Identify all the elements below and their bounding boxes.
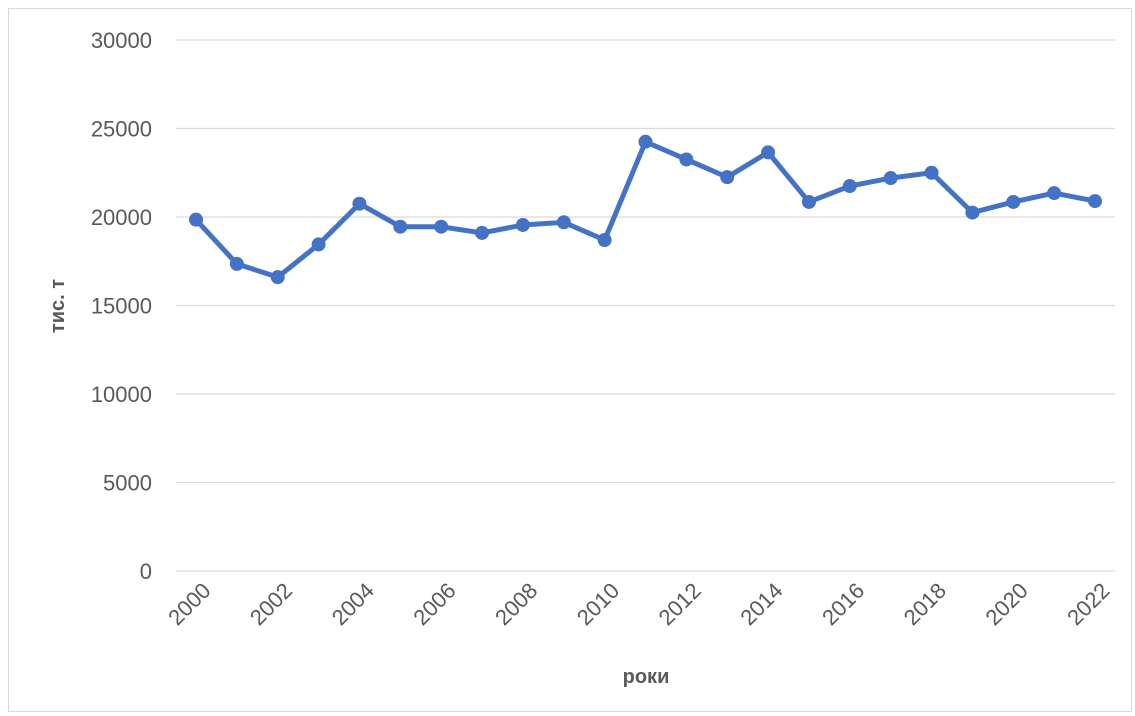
x-tick-label: 2000: [163, 578, 215, 630]
x-axis-tick-labels: 2000 2002 2004 2006 2008 2010 2012 2014 2016 2018…: [163, 578, 1114, 630]
y-tick-label: 25000: [91, 117, 152, 142]
data-point: [924, 165, 939, 180]
gridlines: [176, 39, 1115, 572]
y-tick-label: 20000: [91, 205, 152, 230]
data-point: [761, 145, 776, 160]
x-tick-label: 2020: [981, 578, 1033, 630]
x-tick-label: 2022: [1062, 578, 1114, 630]
y-tick-label: 15000: [91, 294, 152, 319]
y-tick-label: 0: [140, 559, 152, 584]
y-tick-label: 10000: [91, 382, 152, 407]
x-tick-label: 2016: [817, 578, 869, 630]
data-point: [393, 219, 408, 234]
data-point: [638, 134, 653, 149]
x-tick-label: 2010: [572, 578, 624, 630]
x-tick-label: 2014: [735, 578, 787, 630]
data-point: [720, 170, 735, 185]
data-point: [270, 270, 285, 285]
y-tick-label: 30000: [91, 28, 152, 53]
data-point: [801, 194, 816, 209]
data-point: [1047, 186, 1062, 201]
data-point: [679, 152, 694, 167]
data-point: [515, 217, 530, 232]
data-point: [556, 215, 571, 230]
y-axis-tick-labels: 0 5000 10000 15000 20000 25000 30000: [91, 28, 152, 584]
data-point: [311, 237, 326, 252]
data-point: [434, 219, 449, 234]
data-point: [842, 179, 857, 194]
x-tick-label: 2018: [899, 578, 951, 630]
data-point: [1006, 194, 1021, 209]
x-tick-label: 2002: [245, 578, 297, 630]
y-axis-title: тис. т: [47, 279, 69, 333]
x-tick-label: 2004: [327, 578, 379, 630]
x-tick-label: 2012: [654, 578, 706, 630]
data-point: [1088, 194, 1102, 209]
x-tick-label: 2006: [408, 578, 460, 630]
data-point: [189, 212, 203, 227]
data-point: [965, 205, 980, 220]
series-line-group: [189, 134, 1102, 285]
x-tick-label: 2008: [490, 578, 542, 630]
data-point: [475, 225, 490, 240]
data-point: [883, 171, 898, 186]
data-point: [597, 233, 612, 248]
data-point: [229, 256, 244, 271]
series-line: [193, 139, 1098, 280]
data-point: [352, 196, 367, 211]
x-axis-title: роки: [623, 666, 670, 688]
y-tick-label: 5000: [103, 471, 152, 496]
chart-area: [8, 8, 1132, 712]
